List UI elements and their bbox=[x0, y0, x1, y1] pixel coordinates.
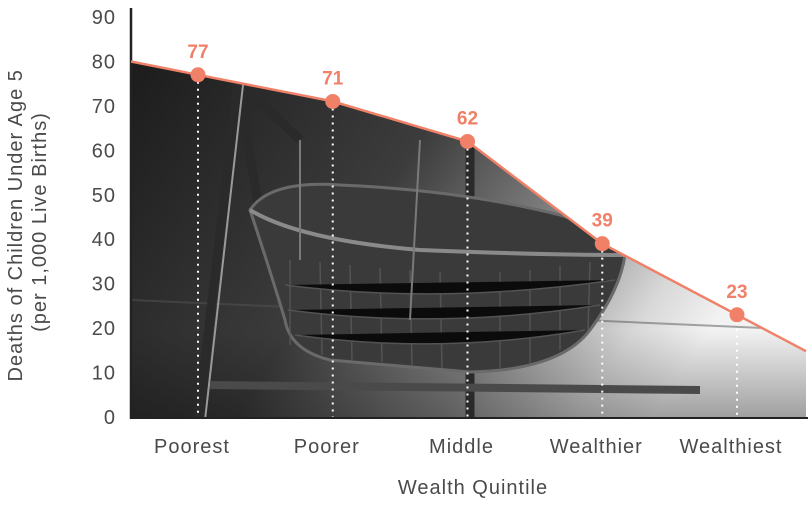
y-tick-label: 70 bbox=[92, 96, 116, 118]
x-tick-label: Wealthier bbox=[550, 436, 643, 458]
x-axis-title: Wealth Quintile bbox=[398, 477, 548, 499]
cradle-base-bar bbox=[209, 381, 701, 394]
y-tick-label: 10 bbox=[92, 363, 116, 385]
data-points bbox=[190, 67, 745, 323]
data-label: 62 bbox=[457, 108, 478, 129]
data-point bbox=[190, 67, 206, 83]
data-label: 39 bbox=[592, 211, 613, 232]
data-label: 23 bbox=[726, 282, 747, 303]
cradle-photo bbox=[131, 76, 806, 417]
cradle-frame bbox=[193, 76, 475, 417]
cradle-frame-highlight bbox=[204, 84, 244, 417]
data-point bbox=[729, 307, 745, 323]
x-tick-label: Middle bbox=[429, 436, 494, 458]
x-tick-label: Poorest bbox=[154, 436, 230, 458]
x-tick-label: Wealthiest bbox=[679, 436, 782, 458]
y-tick-label: 90 bbox=[92, 7, 116, 29]
y-tick-label: 0 bbox=[104, 407, 116, 429]
x-tick-labels: Poorest Poorer Middle Wealthier Wealthiest bbox=[154, 436, 782, 458]
cradle-rim bbox=[248, 208, 626, 257]
data-point bbox=[325, 93, 341, 109]
data-point bbox=[460, 133, 475, 149]
y-tick-label: 50 bbox=[92, 185, 116, 207]
y-tick-label: 80 bbox=[92, 51, 116, 73]
y-tick-label: 20 bbox=[92, 318, 116, 340]
cradle-basket bbox=[248, 182, 627, 374]
y-tick-labels: 0 10 20 30 40 50 60 70 80 90 bbox=[92, 7, 116, 429]
data-label: 77 bbox=[187, 42, 208, 63]
data-point bbox=[594, 236, 610, 252]
data-labels: 77 71 62 39 23 bbox=[187, 42, 747, 303]
y-tick-label: 30 bbox=[92, 274, 116, 296]
area-fill bbox=[131, 61, 806, 417]
x-tick-label: Poorer bbox=[294, 436, 360, 458]
drop-lines bbox=[197, 74, 738, 417]
y-axis-title: Deaths of Children Under Age 5 (per 1,00… bbox=[5, 63, 51, 382]
y-axis-title-line1: Deaths of Children Under Age 5 bbox=[5, 69, 27, 381]
y-tick-label: 60 bbox=[92, 140, 116, 162]
data-label: 71 bbox=[322, 68, 344, 89]
y-tick-label: 40 bbox=[92, 229, 116, 251]
y-axis-title-line2: (per 1,000 Live Births) bbox=[29, 112, 51, 332]
cradle-rope bbox=[299, 139, 421, 321]
